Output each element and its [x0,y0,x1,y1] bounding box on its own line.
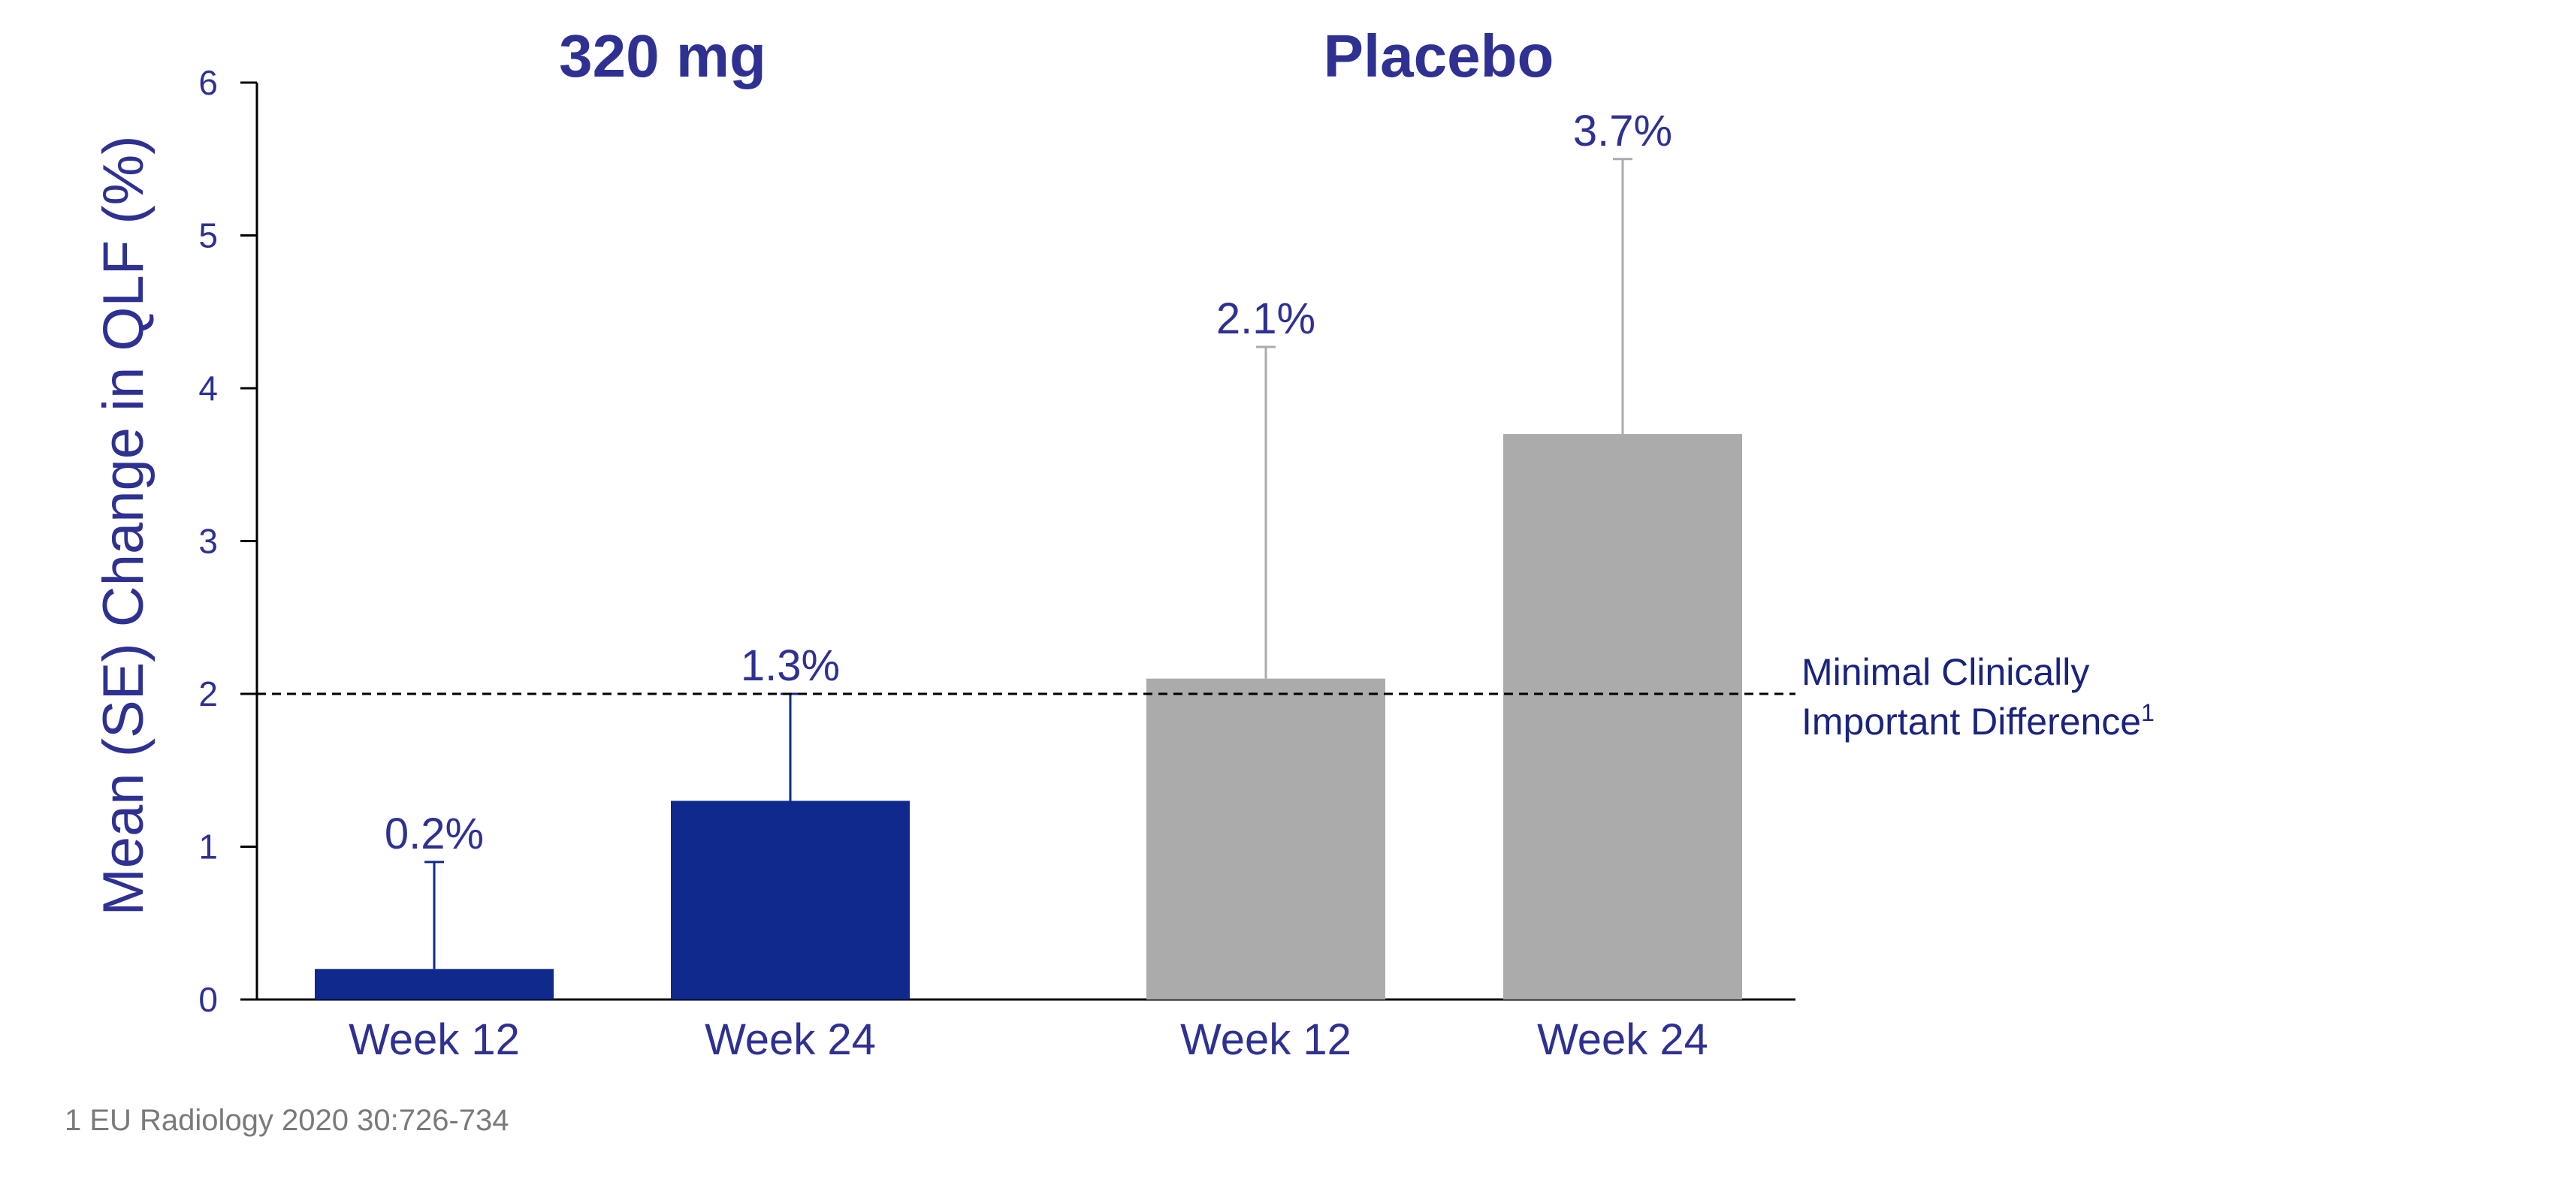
x-tick-label-0-1: Week 24 [705,1015,876,1064]
bar-1-1 [1503,434,1742,1000]
footnote: 1 EU Radiology 2020 30:726-734 [65,1104,509,1137]
x-tick-label-1-0: Week 12 [1180,1015,1351,1064]
reference-label-line2-text: Important Difference [1801,701,2141,743]
y-tick-label-3: 3 [198,522,218,561]
y-tick-label-1: 1 [198,828,218,867]
data-label-0-0: 0.2% [385,810,484,858]
y-tick-label-5: 5 [198,216,218,255]
data-label-1-0: 2.1% [1216,294,1315,343]
reference-label-line1: Minimal Clinically [1801,651,2089,693]
bar-0-1 [671,801,910,1000]
y-tick-label-2: 2 [198,674,218,713]
group-title-0: 320 mg [559,23,766,89]
x-tick-label-1-1: Week 24 [1537,1015,1708,1064]
bars: 320 mg 0.2% Week 12 1.3% Week 24 Placebo 2.1% W… [315,23,1742,1064]
bar-0-0 [315,969,554,1000]
y-tick-label-4: 4 [198,369,218,408]
reference-label-line2: Important Difference1 [1801,699,2155,743]
y-tick-label-0: 0 [198,980,218,1019]
y-axis-ticks: 0 1 2 3 4 5 6 [198,63,257,1019]
data-label-0-1: 1.3% [741,641,840,690]
group-title-1: Placebo [1324,23,1554,89]
reference-superscript: 1 [2141,699,2155,726]
y-tick-label-6: 6 [198,63,218,102]
bar-1-0 [1146,678,1385,1000]
x-tick-label-0-0: Week 12 [349,1015,520,1064]
y-axis-label: Mean (SE) Change in QLF (%) [92,135,156,915]
data-label-1-1: 3.7% [1573,107,1672,155]
